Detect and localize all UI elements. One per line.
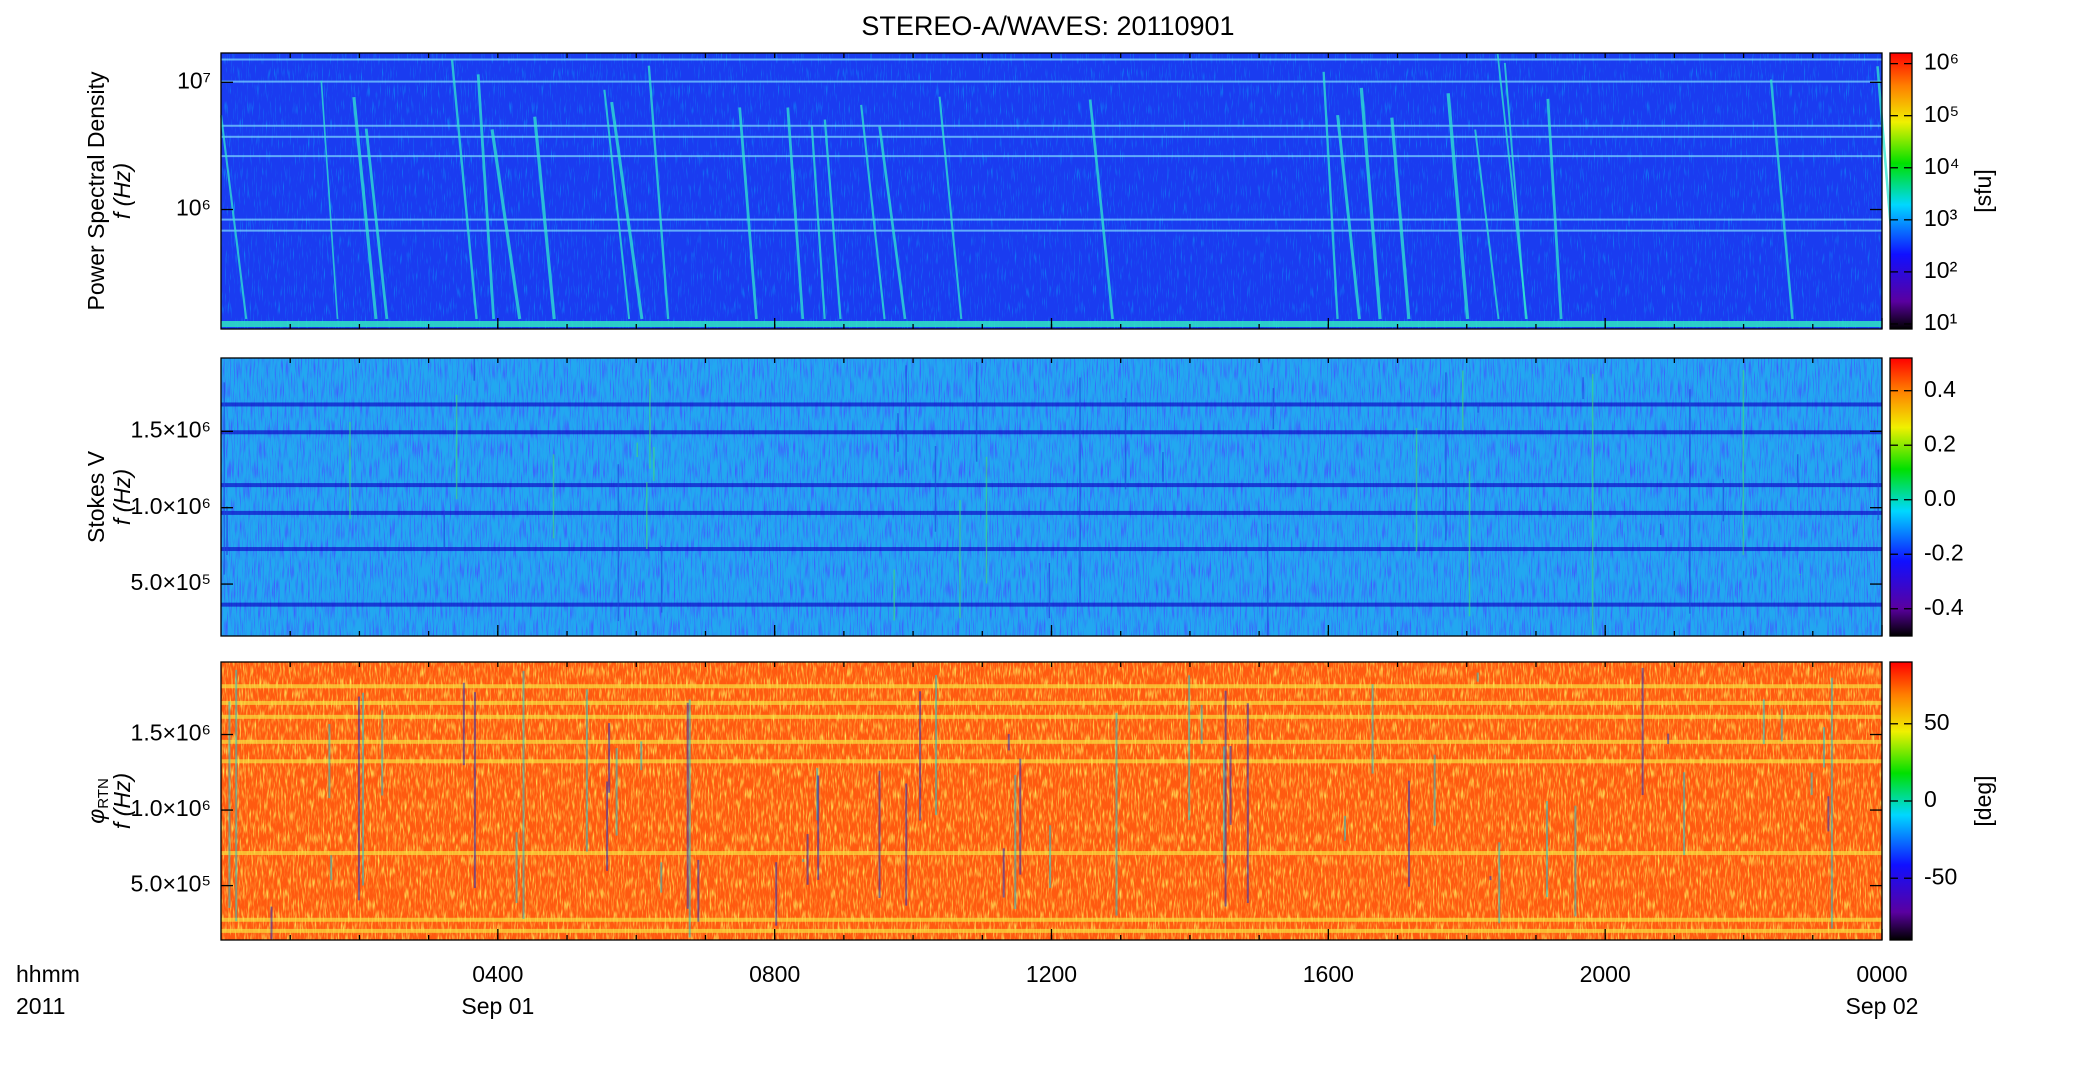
spectrogram-band: [221, 229, 1882, 232]
radio-burst: [533, 116, 556, 320]
x-tick-sublabel: Sep 01: [461, 993, 534, 1019]
colorbar-tick-label: 10⁵: [1924, 101, 1959, 127]
colorbar: [1889, 357, 1913, 637]
colorbar-tick-label: 10³: [1924, 205, 1958, 231]
colorbar: [1889, 52, 1913, 330]
radio-burst: [364, 128, 389, 320]
colorbar-label: [deg]: [1970, 775, 1996, 826]
spectrogram-band: [221, 602, 1882, 607]
spectrogram-band: [221, 124, 1882, 127]
radio-burst: [938, 96, 963, 320]
radio-burst: [1322, 71, 1339, 320]
y-label-line: Stokes V: [83, 450, 109, 543]
radio-burst: [1769, 79, 1794, 320]
spectrogram-band: [221, 547, 1882, 552]
spectrogram-band: [221, 135, 1882, 138]
colorbar-tick-label: 0: [1924, 786, 1937, 812]
x-tick-label: 1200: [1026, 961, 1077, 987]
x-tick-label: 1600: [1303, 961, 1354, 987]
radio-burst: [476, 74, 496, 320]
radio-burst: [220, 115, 248, 320]
y-axis-label: Power Spectral Density f (Hz): [83, 71, 135, 311]
radio-burst: [320, 80, 339, 320]
colorbar-tick-label: 10⁴: [1924, 153, 1959, 179]
y-tick-label: 1.0×10⁶: [131, 493, 211, 519]
spectrogram-band: [221, 684, 1882, 689]
chart-title: STEREO-A/WAVES: 20110901: [861, 11, 1234, 41]
y-tick-label: 1.5×10⁶: [131, 720, 211, 746]
x-axis-label: hhmm: [16, 961, 80, 987]
radio-burst: [878, 126, 907, 320]
spectrogram-band: [221, 430, 1882, 435]
x-tick-label: 0800: [749, 961, 800, 987]
radio-burst: [490, 129, 522, 320]
spectrogram-noise: [221, 53, 1882, 329]
colorbar-tick-label: -0.2: [1924, 539, 1964, 565]
radio-burst: [1503, 62, 1527, 320]
spectrogram-band: [221, 155, 1882, 158]
colorbar-tick-label: 10²: [1924, 257, 1958, 283]
y-tick-label: 1.0×10⁶: [131, 795, 211, 821]
x-tick-label: 2000: [1580, 961, 1631, 987]
radio-burst: [647, 65, 670, 320]
spectrogram-band: [221, 483, 1882, 488]
y-tick-label: 5.0×10⁵: [130, 569, 211, 595]
colorbar-tick-label: 10⁶: [1924, 49, 1959, 75]
y-label-line: f (Hz): [109, 469, 135, 525]
colorbar-tick-label: 0.0: [1924, 485, 1956, 511]
y-tick-label: 10⁶: [176, 195, 211, 221]
radio-burst: [1390, 117, 1411, 320]
colorbar-tick-label: -50: [1924, 863, 1957, 889]
spectrogram-noise: [221, 662, 1882, 940]
colorbar-tick-label: -0.4: [1924, 594, 1964, 620]
radio-burst: [738, 107, 758, 320]
radio-burst: [352, 96, 378, 320]
x-tick-sublabel: Sep 02: [1846, 993, 1919, 1019]
radio-burst: [1088, 99, 1114, 320]
y-tick-label: 1.5×10⁶: [131, 416, 211, 442]
spectrogram-band: [221, 739, 1882, 744]
spectrogram-noise: [221, 358, 1882, 636]
spectrogram-band: [221, 80, 1882, 83]
y-label-line: f (Hz): [109, 773, 135, 829]
radio-burst: [1474, 129, 1500, 320]
colorbar-tick-label: 0.4: [1924, 376, 1956, 402]
radio-burst: [810, 126, 826, 320]
spectrogram-band: [221, 402, 1882, 407]
radio-burst: [1359, 87, 1382, 320]
radio-burst: [450, 59, 478, 320]
y-label-line: φRTN: [83, 778, 112, 824]
y-label-line: f (Hz): [109, 163, 135, 219]
radio-burst: [1336, 114, 1361, 320]
colorbar-tick-label: 0.2: [1924, 430, 1956, 456]
radio-burst: [786, 107, 805, 320]
spectrogram-band: [221, 218, 1882, 221]
y-label-line: Power Spectral Density: [83, 71, 109, 311]
colorbar-tick-label: 10¹: [1924, 309, 1958, 335]
x-tick-label: 0000: [1856, 961, 1907, 987]
spectrogram-band: [221, 714, 1882, 719]
colorbar-label: [sfu]: [1970, 169, 1996, 212]
spectrogram-band: [221, 917, 1882, 922]
spectrogram-band: [221, 58, 1882, 61]
radio-burst: [1446, 93, 1470, 320]
spectrogram-band: [221, 851, 1882, 856]
x-axis-label: 2011: [16, 993, 65, 1019]
spectrogram-band: [221, 510, 1882, 515]
spectrogram-band: [221, 759, 1882, 764]
spectrogram-band: [221, 700, 1882, 705]
radio-burst: [603, 89, 631, 320]
radio-burst: [860, 104, 886, 320]
y-tick-label: 10⁷: [177, 67, 211, 93]
y-label-sub: RTN: [95, 778, 112, 809]
radio-burst: [1546, 98, 1563, 320]
colorbar-tick-label: 50: [1924, 709, 1950, 735]
y-tick-label: 5.0×10⁵: [130, 871, 211, 897]
radio-burst: [610, 101, 644, 320]
x-tick-label: 0400: [472, 961, 523, 987]
radio-burst: [823, 119, 842, 320]
